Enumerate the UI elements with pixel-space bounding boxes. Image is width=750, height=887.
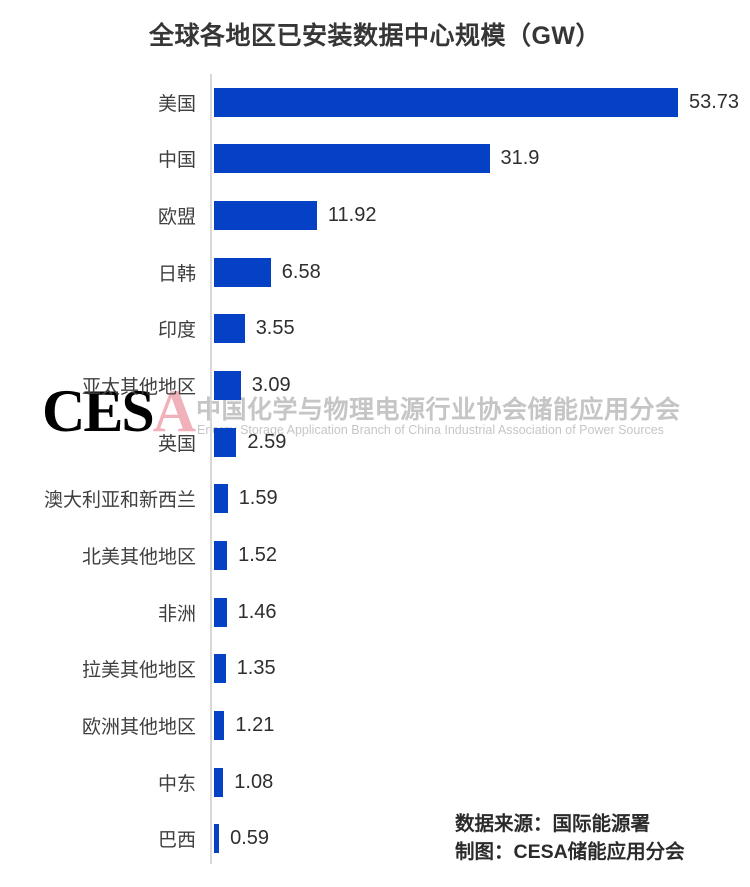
chart-title: 全球各地区已安装数据中心规模（GW） <box>148 22 602 50</box>
category-label: 印度 <box>157 320 196 342</box>
category-label: 美国 <box>157 93 196 115</box>
bar <box>214 314 245 344</box>
cesa-logo-ces: CES <box>42 378 155 444</box>
bar-row: 印度 3.55 <box>0 301 750 358</box>
bar <box>214 710 225 740</box>
category-label: 日韩 <box>157 263 196 285</box>
value-label: 1.35 <box>236 657 276 680</box>
chart-credit: 制图：CESA储能应用分会 <box>455 841 685 863</box>
value-label: 6.58 <box>281 260 321 283</box>
chart-footer: 数据来源：国际能源署 制图：CESA储能应用分会 <box>455 810 685 866</box>
bar-row: 亚太其他地区 3.09 <box>0 357 750 414</box>
value-label: 1.21 <box>235 713 275 736</box>
category-label: 中东 <box>157 773 196 795</box>
bar-row: 英国 2.59 <box>0 414 750 471</box>
bar <box>214 484 228 514</box>
bar-row: 日韩 6.58 <box>0 244 750 301</box>
value-label: 2.59 <box>247 430 287 453</box>
value-label: 1.52 <box>238 543 278 566</box>
bar-row: 欧盟 11.92 <box>0 187 750 244</box>
y-axis-line <box>210 74 212 864</box>
value-label: 1.46 <box>237 600 277 623</box>
bar <box>214 257 271 287</box>
bar-row: 非洲 1.46 <box>0 584 750 641</box>
bar-row: 中国 31.9 <box>0 131 750 188</box>
bar-row: 澳大利亚和新西兰 1.59 <box>0 470 750 527</box>
bar-chart: 美国 53.73 中国 31.9 欧盟 11.92 日韩 6.58 印度 3.55 亚太其他地区 3.… <box>0 74 750 867</box>
bar-row: 巴西 0.59 <box>0 810 750 867</box>
category-label: 澳大利亚和新西兰 <box>43 490 196 512</box>
bar <box>214 540 228 570</box>
watermark-en-text: Energy Storage Application Branch of Chi… <box>197 423 664 437</box>
value-label: 1.59 <box>238 487 278 510</box>
bar-row: 中东 1.08 <box>0 754 750 811</box>
category-label: 非洲 <box>157 603 196 625</box>
category-label: 亚太其他地区 <box>81 377 196 399</box>
value-label: 1.08 <box>234 770 274 793</box>
bar <box>214 201 317 231</box>
category-label: 欧盟 <box>157 207 196 229</box>
bar <box>214 824 220 854</box>
category-label: 北美其他地区 <box>81 546 196 568</box>
bar <box>214 767 224 797</box>
bar-row: 欧洲其他地区 1.21 <box>0 697 750 754</box>
data-source: 数据来源：国际能源署 <box>455 813 651 835</box>
value-label: 3.55 <box>255 317 295 340</box>
bar <box>214 597 227 627</box>
value-label: 31.9 <box>500 147 540 170</box>
bar-row: 北美其他地区 1.52 <box>0 527 750 584</box>
category-label: 拉美其他地区 <box>81 660 196 682</box>
watermark-cn-text: 中国化学与物理电源行业协会储能应用分会 <box>196 396 681 424</box>
bar-row: 美国 53.73 <box>0 74 750 131</box>
bar <box>214 427 237 457</box>
value-label: 3.09 <box>251 374 291 397</box>
category-label: 巴西 <box>157 830 196 852</box>
cesa-logo: CESA <box>42 378 196 444</box>
value-label: 53.73 <box>689 90 740 113</box>
category-label: 中国 <box>157 150 196 172</box>
value-label: 11.92 <box>327 204 377 227</box>
category-label: 英国 <box>157 433 196 455</box>
bar <box>214 654 226 684</box>
bar <box>214 371 241 401</box>
bar <box>214 87 678 117</box>
cesa-logo-a: A <box>152 378 196 444</box>
bar-row: 拉美其他地区 1.35 <box>0 640 750 697</box>
value-label: 0.59 <box>230 827 270 850</box>
bar <box>214 144 490 174</box>
category-label: 欧洲其他地区 <box>81 716 196 738</box>
